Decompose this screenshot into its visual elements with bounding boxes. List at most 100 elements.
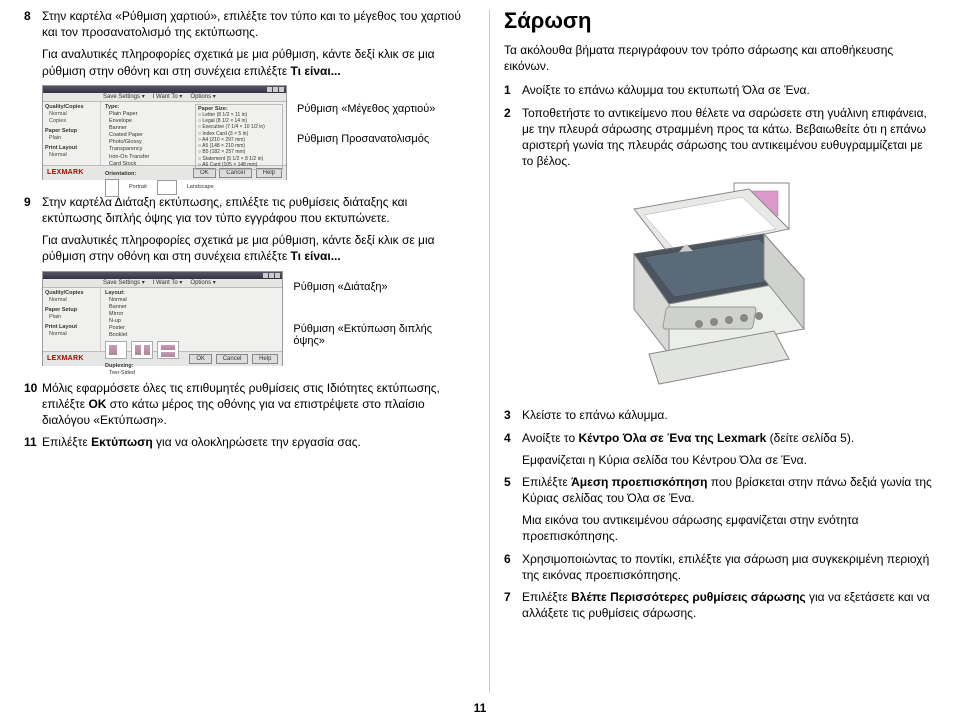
print-layout-dialog: Save Settings ▾ I Want To ▾ Options ▾ Qu… (42, 271, 283, 366)
step-10: 10 Μόλις εφαρμόσετε όλες τις επιθυμητές … (24, 380, 464, 429)
close-icon (275, 273, 280, 278)
sidebar-opt: Normal (49, 111, 98, 118)
duplex-opt[interactable]: Two-Sided (109, 370, 278, 377)
scan-step-4-num: 4 (504, 430, 522, 446)
duplex-label: Duplexing: (105, 363, 278, 369)
layout-opt[interactable]: Booklet (109, 332, 278, 339)
menu-save-settings[interactable]: Save Settings ▾ (103, 279, 145, 286)
scan-step-6-text: Χρησιμοποιώντας το ποντίκι, επιλέξτε για… (522, 551, 934, 583)
dialog-1-label-1: Ρύθμιση «Μέγεθος χαρτιού» (297, 103, 435, 115)
step-9-num: 9 (24, 194, 42, 226)
scan-step-3-num: 3 (504, 407, 522, 423)
scan-step-2: 2 Τοποθετήστε το αντικείμενο που θέλετε … (504, 105, 934, 170)
dialog-menu: Save Settings ▾ I Want To ▾ Options ▾ (43, 279, 282, 288)
paper-setup-dialog: Save Settings ▾ I Want To ▾ Options ▾ Qu… (42, 85, 287, 180)
dialog-main: Layout: Normal Banner Mirror N-up Poster… (101, 288, 282, 351)
sidebar-opt: Copies (49, 118, 98, 125)
menu-i-want-to[interactable]: I Want To ▾ (153, 279, 183, 286)
page-number: 11 (474, 701, 487, 715)
scan-step-3-text: Κλείστε το επάνω κάλυμμα. (522, 407, 934, 423)
orientation-label: Orientation: (105, 171, 282, 177)
layout-thumb-icon (131, 341, 153, 359)
sidebar-opt: Normal (49, 297, 98, 304)
scan-step-5-text: Επιλέξτε Άμεση προεπισκόπηση που βρίσκετ… (522, 474, 934, 506)
scan-step-7-text: Επιλέξτε Βλέπε Περισσότερες ρυθμίσεις σά… (522, 589, 934, 621)
step-11-b: Εκτύπωση (91, 435, 153, 449)
layout-opt[interactable]: Normal (109, 297, 278, 304)
left-column: 8 Στην καρτέλα «Ρύθμιση χαρτιού», επιλέξ… (24, 8, 464, 627)
dialog-main: Type: Plain Paper Envelope Banner Coated… (101, 102, 286, 165)
menu-i-want-to[interactable]: I Want To ▾ (153, 93, 183, 100)
s5-a: Επιλέξτε (522, 475, 571, 489)
dialog-2-row: Save Settings ▾ I Want To ▾ Options ▾ Qu… (42, 271, 464, 366)
orient-portrait[interactable]: Portrait (129, 184, 147, 191)
dialog-body: Quality/Copies Normal Copies Paper Setup… (43, 102, 286, 165)
layout-label: Layout: (105, 290, 278, 296)
scan-step-7: 7 Επιλέξτε Βλέπε Περισσότερες ρυθμίσεις … (504, 589, 934, 621)
minimize-icon (263, 273, 268, 278)
s7-b: Βλέπε Περισσότερες ρυθμίσεις σάρωσης (571, 590, 806, 604)
scan-step-4-sub: Εμφανίζεται η Κύρια σελίδα του Κέντρου Ό… (522, 452, 934, 468)
scan-step-5-num: 5 (504, 474, 522, 506)
s7-a: Επιλέξτε (522, 590, 571, 604)
sidebar-paper-setup[interactable]: Paper Setup (45, 307, 98, 313)
lexmark-logo: LEXMARK (47, 169, 84, 176)
dialog-menu: Save Settings ▾ I Want To ▾ Options ▾ (43, 93, 286, 102)
layout-thumb-icon (105, 341, 127, 359)
menu-save-settings[interactable]: Save Settings ▾ (103, 93, 145, 100)
sidebar-quality-copies[interactable]: Quality/Copies (45, 290, 98, 296)
dialog-body: Quality/Copies Normal Paper Setup Plain … (43, 288, 282, 351)
scan-step-1-num: 1 (504, 82, 522, 98)
step-9-para: Για αναλυτικές πληροφορίες σχετικά με μι… (42, 232, 464, 264)
lexmark-logo: LEXMARK (47, 355, 84, 362)
layout-opt[interactable]: Banner (109, 304, 278, 311)
dialog-2-label-1: Ρύθμιση «Διάταξη» (293, 281, 464, 293)
scan-step-4: 4 Ανοίξτε το Κέντρο Όλα σε Ένα της Lexma… (504, 430, 934, 446)
menu-options[interactable]: Options ▾ (190, 279, 215, 286)
sidebar-opt: Normal (49, 331, 98, 338)
maximize-icon (269, 273, 274, 278)
scan-step-1-text: Ανοίξτε το επάνω κάλυμμα του εκτυπωτή Όλ… (522, 82, 934, 98)
menu-options[interactable]: Options ▾ (190, 93, 215, 100)
layout-opt[interactable]: Mirror (109, 311, 278, 318)
step-8: 8 Στην καρτέλα «Ρύθμιση χαρτιού», επιλέξ… (24, 8, 464, 40)
dialog-2-labels: Ρύθμιση «Διάταξη» Ρύθμιση «Εκτύπωση διπλ… (293, 271, 464, 347)
dialog-1-label-2: Ρύθμιση Προσανατολισμός (297, 133, 435, 145)
scan-step-6: 6 Χρησιμοποιώντας το ποντίκι, επιλέξτε γ… (504, 551, 934, 583)
step-9-text: Στην καρτέλα Διάταξη εκτύπωσης, επιλέξτε… (42, 194, 464, 226)
dialog-sidebar: Quality/Copies Normal Paper Setup Plain … (43, 288, 101, 351)
scan-step-7-num: 7 (504, 589, 522, 621)
scan-step-2-num: 2 (504, 105, 522, 170)
step-10-num: 10 (24, 380, 42, 429)
scan-heading: Σάρωση (504, 8, 934, 34)
orient-landscape[interactable]: Landscape (187, 184, 214, 191)
step-8-num: 8 (24, 8, 42, 40)
sidebar-print-layout[interactable]: Print Layout (45, 324, 98, 330)
sidebar-print-layout[interactable]: Print Layout (45, 145, 98, 151)
scan-step-4-text: Ανοίξτε το Κέντρο Όλα σε Ένα της Lexmark… (522, 430, 934, 446)
sidebar-paper-setup[interactable]: Paper Setup (45, 128, 98, 134)
dialog-1-labels: Ρύθμιση «Μέγεθος χαρτιού» Ρύθμιση Προσαν… (297, 85, 435, 145)
sidebar-quality-copies[interactable]: Quality/Copies (45, 104, 98, 110)
step-8-para: Για αναλυτικές πληροφορίες σχετικά με μι… (42, 46, 464, 78)
s5-b: Άμεση προεπισκόπηση (571, 475, 707, 489)
scan-step-6-num: 6 (504, 551, 522, 583)
paper-size-opt[interactable]: ○ A6 Card (105 × 148 mm) (198, 162, 280, 168)
sidebar-opt: Normal (49, 152, 98, 159)
dialog-1-row: Save Settings ▾ I Want To ▾ Options ▾ Qu… (42, 85, 464, 180)
layout-thumbnails (105, 341, 278, 359)
maximize-icon (273, 87, 278, 92)
dialog-titlebar (43, 86, 286, 93)
layout-opt[interactable]: Poster (109, 325, 278, 332)
step-8-para-bold: Τι είναι... (291, 64, 341, 78)
scan-intro: Τα ακόλουθα βήματα περιγράφουν τον τρόπο… (504, 42, 934, 74)
s4-c: (δείτε σελίδα 5). (766, 431, 854, 445)
paper-size-box: Paper Size: ○ Letter (8 1/2 × 11 in) ○ L… (195, 104, 283, 170)
step-11-num: 11 (24, 434, 42, 450)
scan-step-5-sub: Μια εικόνα του αντικειμένου σάρωσης εμφα… (522, 512, 934, 544)
landscape-icon (157, 180, 177, 195)
scan-step-1: 1 Ανοίξτε το επάνω κάλυμμα του εκτυπωτή … (504, 82, 934, 98)
close-icon (279, 87, 284, 92)
layout-opt[interactable]: N-up (109, 318, 278, 325)
minimize-icon (267, 87, 272, 92)
